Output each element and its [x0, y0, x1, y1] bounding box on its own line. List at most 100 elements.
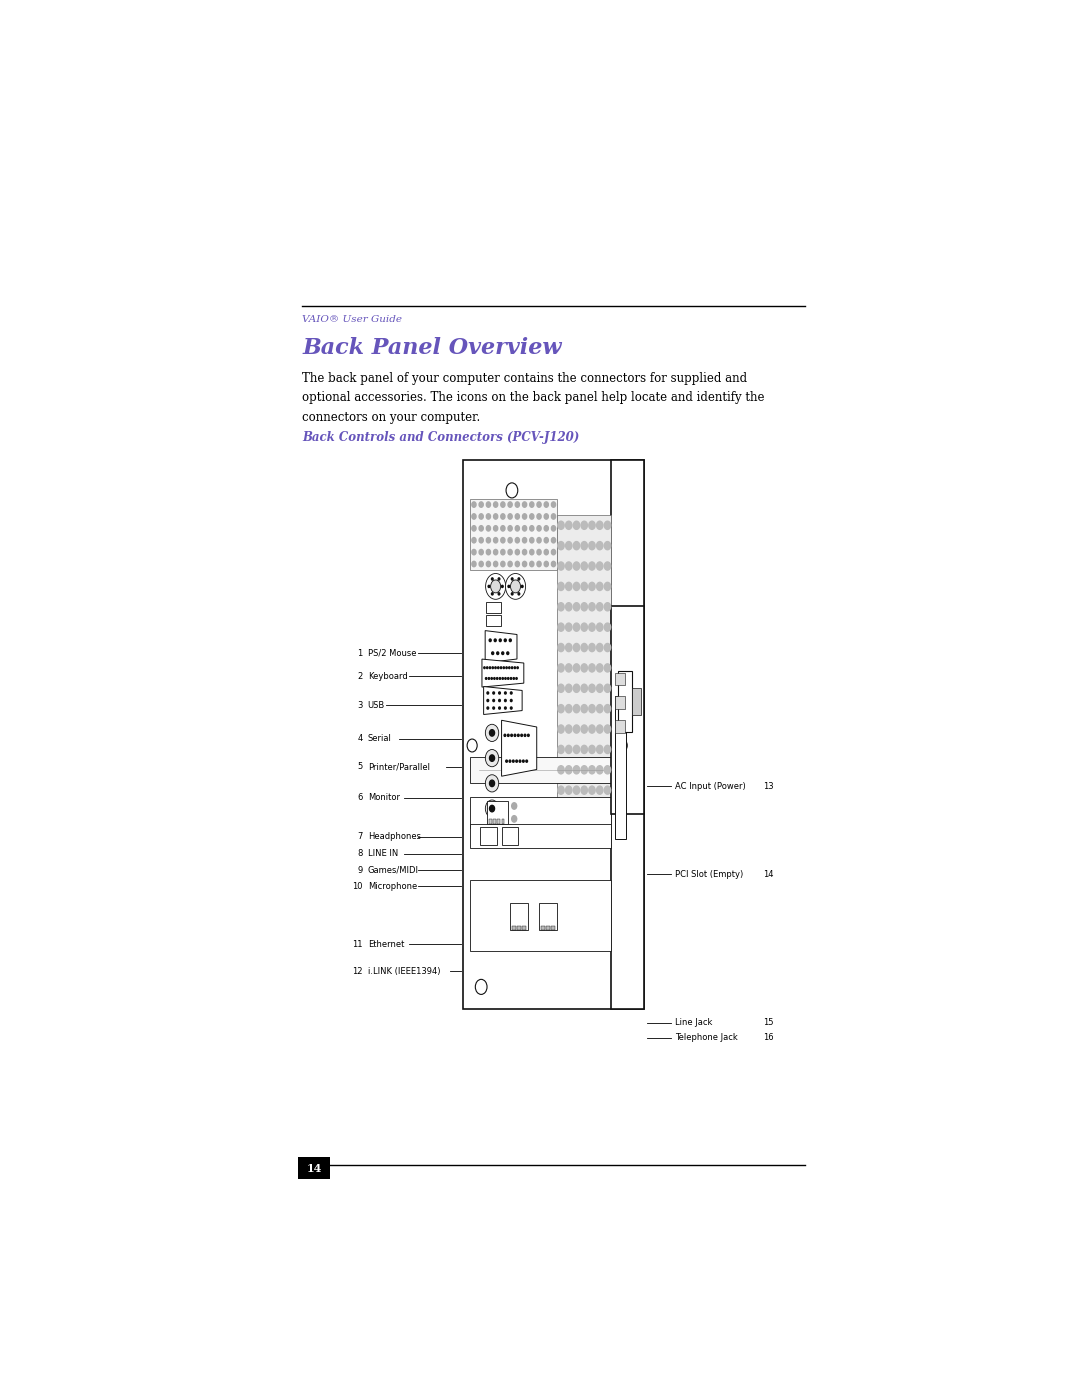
Text: Back Controls and Connectors (PCV-J120): Back Controls and Connectors (PCV-J120)	[302, 432, 580, 444]
Circle shape	[573, 623, 580, 631]
Circle shape	[589, 704, 595, 712]
Circle shape	[494, 549, 498, 555]
Circle shape	[566, 644, 572, 651]
Circle shape	[508, 514, 512, 520]
Text: PS/2 Mouse: PS/2 Mouse	[367, 648, 416, 658]
Circle shape	[504, 638, 507, 641]
Circle shape	[557, 685, 564, 693]
Circle shape	[605, 521, 610, 529]
Circle shape	[573, 787, 580, 795]
FancyBboxPatch shape	[611, 460, 644, 1009]
Text: Microphone: Microphone	[367, 882, 417, 891]
Circle shape	[544, 538, 549, 543]
Circle shape	[509, 760, 511, 763]
Circle shape	[566, 704, 572, 712]
FancyBboxPatch shape	[615, 719, 625, 733]
Circle shape	[566, 787, 572, 795]
Circle shape	[505, 574, 526, 599]
Circle shape	[523, 514, 527, 520]
Circle shape	[508, 678, 509, 679]
Text: Games/MIDI: Games/MIDI	[367, 866, 419, 875]
Text: 2: 2	[357, 672, 363, 680]
FancyBboxPatch shape	[298, 1157, 330, 1179]
Circle shape	[513, 678, 514, 679]
FancyBboxPatch shape	[470, 757, 611, 784]
Circle shape	[515, 525, 519, 531]
Circle shape	[492, 692, 495, 694]
Circle shape	[495, 666, 496, 669]
Circle shape	[508, 585, 510, 588]
Circle shape	[537, 502, 541, 507]
Circle shape	[552, 538, 555, 543]
Circle shape	[573, 583, 580, 591]
Circle shape	[497, 652, 499, 655]
Circle shape	[472, 525, 476, 531]
Circle shape	[596, 664, 603, 672]
Circle shape	[589, 602, 595, 610]
Circle shape	[486, 574, 505, 599]
Circle shape	[557, 746, 564, 753]
Circle shape	[581, 583, 588, 591]
Circle shape	[503, 666, 504, 669]
Polygon shape	[482, 659, 524, 687]
Circle shape	[573, 725, 580, 733]
Circle shape	[596, 787, 603, 795]
Circle shape	[488, 585, 490, 588]
Circle shape	[486, 562, 490, 567]
Circle shape	[596, 704, 603, 712]
Circle shape	[489, 666, 490, 669]
Circle shape	[589, 787, 595, 795]
Circle shape	[566, 746, 572, 753]
FancyBboxPatch shape	[498, 819, 500, 824]
Circle shape	[484, 666, 485, 669]
Circle shape	[502, 678, 503, 679]
Circle shape	[516, 760, 517, 763]
Circle shape	[501, 585, 503, 588]
Circle shape	[512, 666, 513, 669]
FancyBboxPatch shape	[611, 606, 644, 814]
Text: 13: 13	[762, 782, 773, 791]
Circle shape	[512, 760, 514, 763]
Circle shape	[485, 750, 499, 767]
Text: 14: 14	[307, 1162, 322, 1173]
Circle shape	[552, 549, 555, 555]
Circle shape	[581, 725, 588, 733]
Polygon shape	[484, 686, 522, 714]
Circle shape	[526, 760, 527, 763]
Circle shape	[566, 664, 572, 672]
FancyBboxPatch shape	[557, 515, 611, 800]
Circle shape	[517, 666, 518, 669]
FancyBboxPatch shape	[632, 687, 640, 714]
Circle shape	[515, 514, 519, 520]
Circle shape	[523, 549, 527, 555]
Circle shape	[515, 549, 519, 555]
Circle shape	[494, 514, 498, 520]
Circle shape	[472, 502, 476, 507]
Text: The back panel of your computer contains the connectors for supplied and: The back panel of your computer contains…	[302, 372, 747, 386]
Circle shape	[557, 644, 564, 651]
Circle shape	[581, 664, 588, 672]
Text: PCI Slot (Empty): PCI Slot (Empty)	[675, 870, 743, 879]
Circle shape	[589, 664, 595, 672]
Circle shape	[596, 644, 603, 651]
Circle shape	[523, 562, 527, 567]
Circle shape	[494, 678, 495, 679]
Circle shape	[557, 583, 564, 591]
Circle shape	[573, 746, 580, 753]
Circle shape	[566, 602, 572, 610]
Circle shape	[557, 542, 564, 550]
Circle shape	[494, 525, 498, 531]
Circle shape	[605, 746, 610, 753]
Circle shape	[504, 700, 507, 701]
FancyBboxPatch shape	[512, 926, 516, 930]
Text: 3: 3	[357, 701, 363, 710]
Circle shape	[501, 525, 505, 531]
Text: Line Jack: Line Jack	[675, 1018, 712, 1027]
Text: 7: 7	[357, 833, 363, 841]
FancyBboxPatch shape	[510, 904, 528, 930]
Circle shape	[605, 725, 610, 733]
Circle shape	[485, 775, 499, 792]
Circle shape	[502, 652, 503, 655]
Circle shape	[581, 685, 588, 693]
Circle shape	[472, 549, 476, 555]
